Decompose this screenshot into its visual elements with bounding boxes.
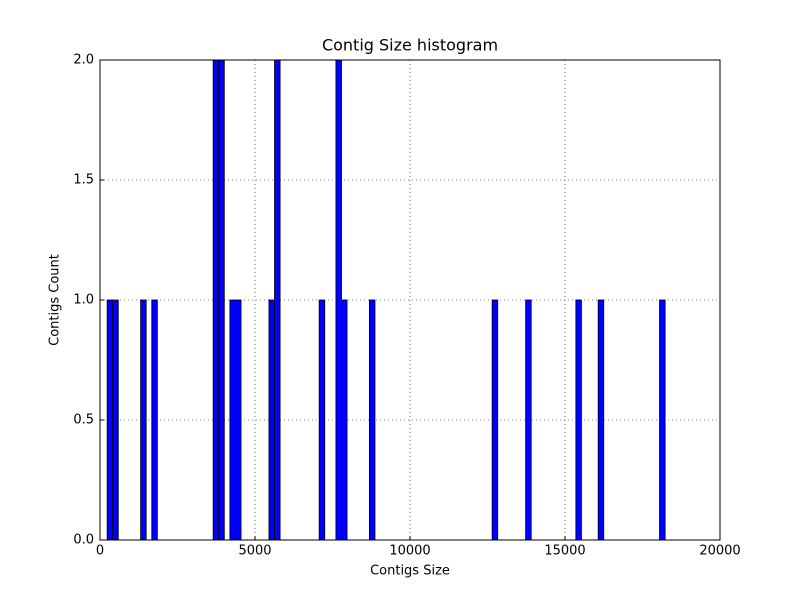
bar bbox=[268, 299, 275, 541]
x-axis-label: Contigs Size bbox=[370, 564, 450, 579]
bar bbox=[229, 299, 236, 541]
x-tick-label: 5000 bbox=[238, 544, 271, 559]
bar bbox=[235, 299, 242, 541]
y-tick-label: 0.0 bbox=[73, 533, 94, 548]
bar bbox=[525, 299, 532, 541]
x-tick-label: 20000 bbox=[699, 544, 740, 559]
y-tick-label: 1.0 bbox=[73, 293, 94, 308]
bar bbox=[112, 299, 119, 541]
y-tick-label: 1.5 bbox=[73, 173, 94, 188]
x-tick-label: 15000 bbox=[544, 544, 585, 559]
chart-title: Contig Size histogram bbox=[322, 36, 498, 55]
bar bbox=[341, 299, 348, 541]
bar bbox=[140, 299, 147, 541]
bar bbox=[335, 59, 342, 541]
bar bbox=[274, 59, 281, 541]
bar bbox=[368, 299, 376, 541]
x-tick-label: 10000 bbox=[389, 544, 430, 559]
bar bbox=[318, 299, 326, 541]
y-axis-label: Contigs Count bbox=[48, 254, 63, 346]
bar bbox=[106, 299, 114, 541]
y-tick-label: 0.5 bbox=[73, 413, 94, 428]
bar bbox=[575, 299, 582, 541]
y-tick-label: 2.0 bbox=[73, 53, 94, 68]
bar bbox=[491, 299, 499, 541]
bar bbox=[597, 299, 605, 541]
bar bbox=[218, 59, 225, 541]
bar bbox=[659, 299, 666, 541]
bar bbox=[212, 59, 220, 541]
x-tick-label: 0 bbox=[96, 544, 104, 559]
bar bbox=[151, 299, 158, 541]
